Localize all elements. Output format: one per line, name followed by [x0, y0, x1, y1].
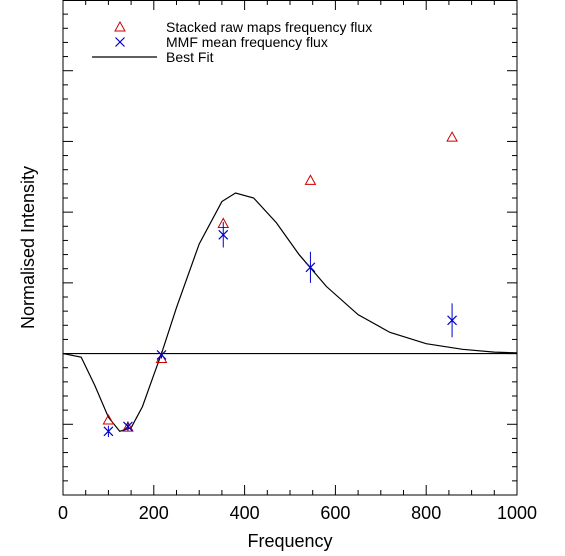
- triangle-point: [304, 174, 317, 185]
- cross-point: [218, 229, 229, 240]
- cross-point-stroke-b: [122, 421, 133, 432]
- cross-point-stroke-b: [218, 229, 229, 240]
- best-fit-line: [62, 192, 518, 433]
- x-tick-label: 400: [230, 503, 260, 523]
- x-axis-title: Frequency: [247, 531, 332, 551]
- triangle-point: [446, 131, 458, 142]
- plot-frame: [62, 0, 518, 496]
- cross-point-stroke-b: [103, 426, 114, 437]
- curves: [62, 192, 518, 433]
- cross-point: [447, 315, 458, 326]
- axes: 0 200 400 600 800 1000: [58, 0, 537, 523]
- legend-triangle-swatch: [114, 20, 126, 32]
- y-axis-title: Normalised Intensity: [18, 166, 38, 329]
- x-tick-label: 0: [58, 503, 68, 523]
- markers: [102, 131, 458, 438]
- x-tick-label: 600: [320, 503, 350, 523]
- legend-label: Stacked raw maps frequency flux: [166, 19, 372, 35]
- x-tick-label: 200: [139, 503, 169, 523]
- cross-point: [305, 262, 316, 273]
- legend-cross-swatch: [115, 37, 125, 47]
- legend-label: MMF mean frequency flux: [166, 34, 328, 50]
- legend-cross-swatch-stroke-b: [115, 37, 125, 47]
- cross-point: [156, 350, 167, 360]
- cross-point-stroke-b: [447, 315, 458, 326]
- x-tick-label: 1000: [497, 503, 537, 523]
- x-tick-label: 800: [411, 503, 441, 523]
- cross-point: [103, 426, 114, 437]
- legend-label: Best Fit: [166, 49, 214, 65]
- cross-point: [122, 421, 133, 432]
- cross-point-stroke-b: [305, 262, 316, 273]
- cross-point-stroke-b: [156, 350, 167, 360]
- triangle-point: [102, 414, 115, 425]
